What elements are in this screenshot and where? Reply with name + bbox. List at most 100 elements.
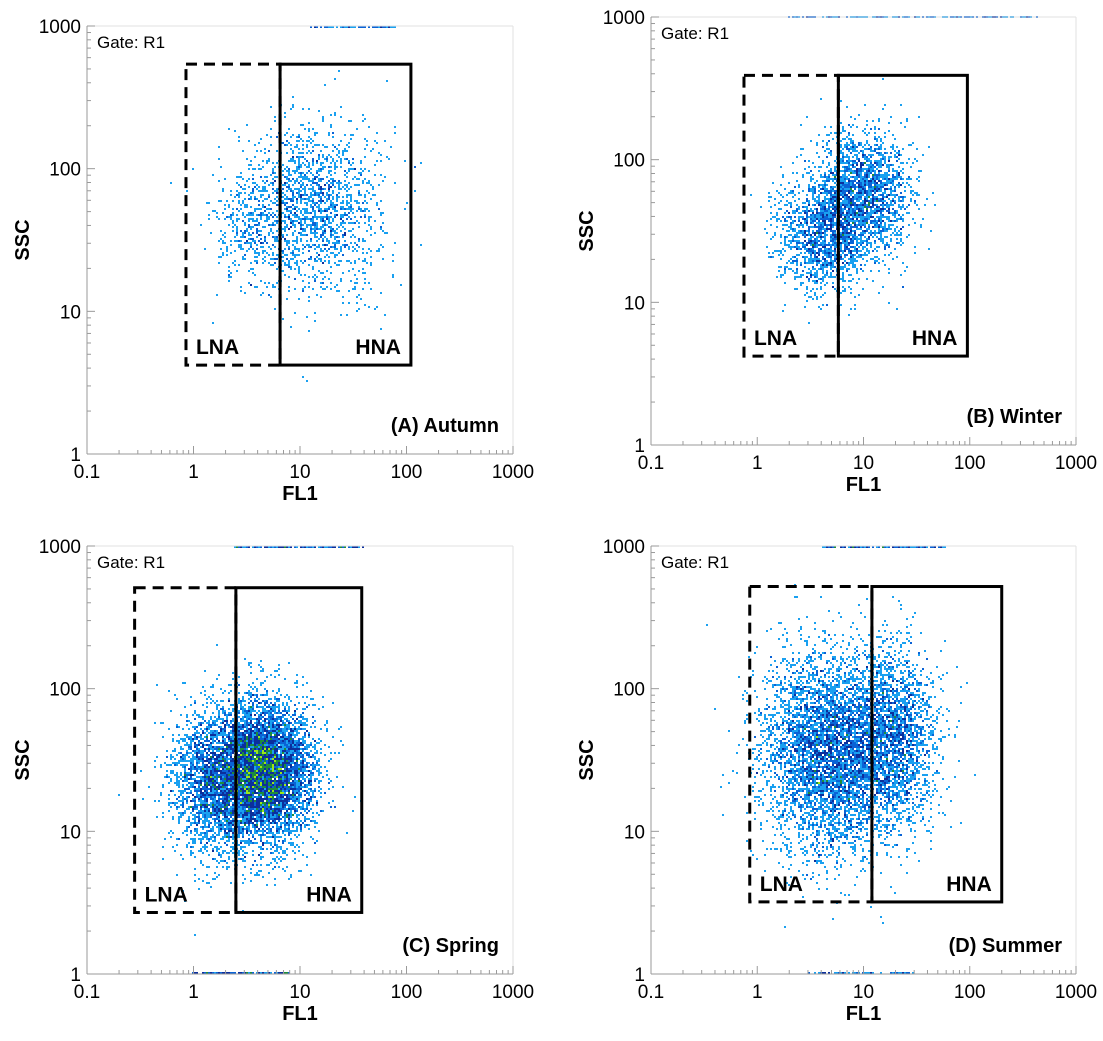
event-point <box>212 782 214 784</box>
event-point <box>862 212 864 214</box>
event-point <box>852 170 854 172</box>
event-point <box>870 246 872 248</box>
event-point <box>190 846 192 848</box>
event-point <box>828 170 830 172</box>
event-point <box>880 194 882 196</box>
event-point <box>334 162 336 164</box>
event-point <box>810 214 812 216</box>
event-point <box>208 748 210 750</box>
event-point <box>840 100 842 102</box>
event-point <box>884 190 886 192</box>
event-point <box>822 258 824 260</box>
event-point <box>196 752 198 754</box>
event-point <box>830 258 832 260</box>
event-point <box>228 270 230 272</box>
event-point <box>316 206 318 208</box>
event-point <box>308 150 310 152</box>
event-point <box>816 236 818 238</box>
event-point <box>238 218 240 220</box>
event-point <box>808 278 810 280</box>
event-point <box>330 194 332 196</box>
event-point <box>272 162 274 164</box>
event-point <box>806 234 808 236</box>
event-point <box>294 220 296 222</box>
event-point <box>248 234 250 236</box>
event-point <box>184 772 186 774</box>
event-point <box>882 240 884 242</box>
event-point <box>298 298 300 300</box>
event-point <box>208 794 210 796</box>
event-point <box>784 272 786 274</box>
event-point <box>880 240 882 242</box>
event-point <box>342 222 344 224</box>
event-point <box>206 842 208 844</box>
event-point <box>868 212 870 214</box>
event-point <box>828 200 830 202</box>
event-point <box>258 664 260 666</box>
event-point <box>304 164 306 166</box>
event-point <box>794 256 796 258</box>
event-point <box>830 268 832 270</box>
event-point <box>806 222 808 224</box>
event-point <box>850 176 852 178</box>
event-point <box>808 226 810 228</box>
event-point <box>234 260 236 262</box>
event-point <box>252 214 254 216</box>
event-point <box>886 244 888 246</box>
event-point <box>852 200 854 202</box>
event-point <box>346 172 348 174</box>
event-point <box>206 804 208 806</box>
event-point <box>260 176 262 178</box>
event-point <box>354 286 356 288</box>
event-point <box>868 166 870 168</box>
event-point <box>816 222 818 224</box>
gate-lna-label: LNA <box>754 327 797 350</box>
event-point <box>324 166 326 168</box>
event-point <box>214 794 216 796</box>
event-point <box>318 204 320 206</box>
event-point <box>874 256 876 258</box>
event-point <box>814 198 816 200</box>
event-point <box>314 230 316 232</box>
event-point <box>286 208 288 210</box>
event-point <box>786 236 788 238</box>
event-point <box>242 256 244 258</box>
event-point <box>404 208 406 210</box>
event-point <box>218 792 220 794</box>
event-point <box>222 798 224 800</box>
event-point <box>176 784 178 786</box>
event-point <box>368 248 370 250</box>
event-point <box>270 214 272 216</box>
event-point <box>228 792 230 794</box>
event-point <box>270 224 272 226</box>
event-point <box>292 214 294 216</box>
event-point <box>312 268 314 270</box>
event-point <box>194 788 196 790</box>
event-point <box>854 118 856 120</box>
event-point <box>846 166 848 168</box>
event-point <box>856 248 858 250</box>
event-point <box>806 286 808 288</box>
event-point <box>820 282 822 284</box>
event-point <box>262 194 264 196</box>
event-point <box>300 196 302 198</box>
event-point <box>896 152 898 154</box>
event-point <box>780 234 782 236</box>
event-point <box>328 240 330 242</box>
event-point <box>296 210 298 212</box>
event-point <box>340 106 342 108</box>
event-point <box>784 212 786 214</box>
event-point <box>184 734 186 736</box>
event-point <box>810 176 812 178</box>
event-point <box>888 272 890 274</box>
event-point <box>292 106 294 108</box>
event-point <box>856 196 858 198</box>
event-point <box>826 148 828 150</box>
event-point <box>314 274 316 276</box>
event-point <box>302 152 304 154</box>
event-point <box>272 182 274 184</box>
event-point <box>852 220 854 222</box>
event-point <box>236 194 238 196</box>
event-point <box>250 218 252 220</box>
event-point <box>860 226 862 228</box>
